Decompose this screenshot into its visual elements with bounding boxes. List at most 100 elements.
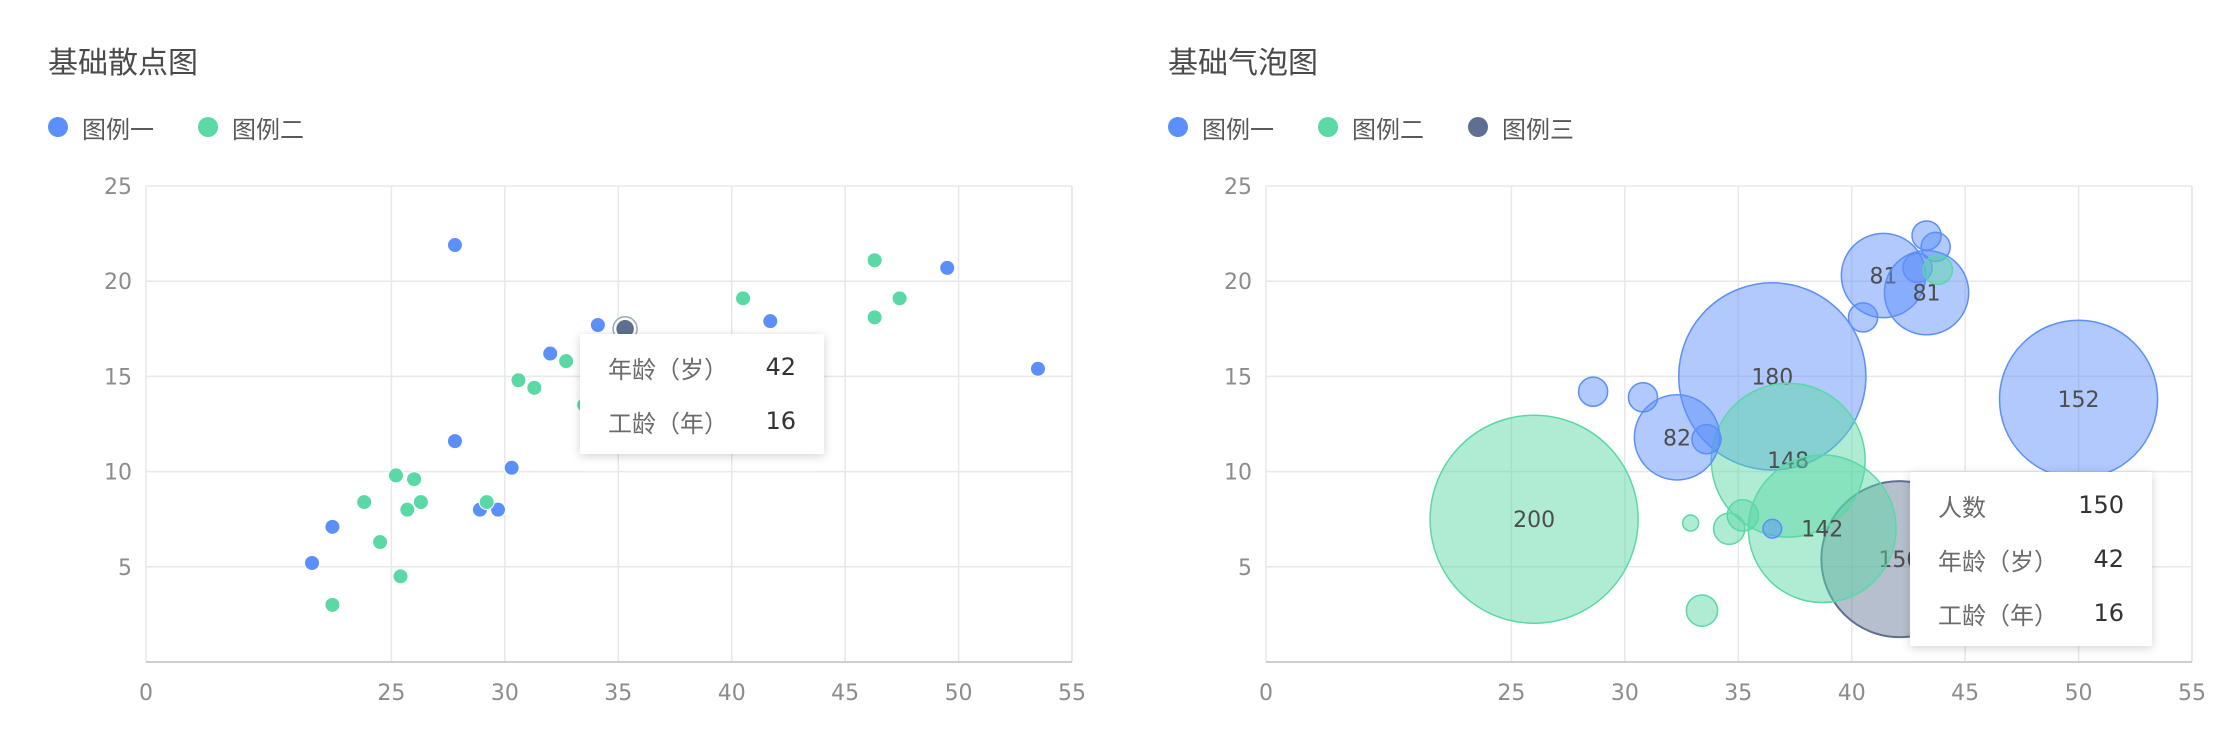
x-tick-label: 0 (139, 681, 153, 706)
scatter-legend: 图例一 图例二 (48, 110, 348, 144)
scatter-legend-item-1[interactable]: 图例一 (48, 110, 154, 145)
bubble-legend-item-1[interactable]: 图例一 (1168, 110, 1274, 145)
x-tick-label: 50 (2065, 681, 2093, 706)
bubble-panel: 基础气泡图 图例一 图例二 图例三 0 25 30 35 40 45 50 55 5 10 15 20… (1120, 0, 2240, 752)
bubble (1920, 231, 1951, 263)
y-tick-label: 15 (1224, 365, 1252, 390)
bubble-value-label: 81 (1913, 282, 1941, 307)
x-tick-label: 30 (1611, 681, 1639, 706)
tooltip-row: 工龄（年） 16 (608, 394, 796, 448)
tooltip-value: 42 (2093, 545, 2124, 573)
data-point (490, 501, 507, 518)
x-tick-label: 55 (2178, 681, 2206, 706)
bubble-value-label: 148 (1767, 449, 1809, 474)
data-point (324, 596, 341, 613)
x-tick-label: 35 (604, 681, 632, 706)
y-tick-label: 5 (1238, 556, 1252, 581)
data-point (356, 494, 373, 511)
data-point (526, 379, 543, 396)
tooltip-row: 年龄（岁） 42 (608, 340, 796, 394)
scatter-chart-title: 基础散点图 (48, 46, 198, 81)
tooltip-value: 16 (2093, 599, 2124, 627)
data-point (387, 467, 404, 484)
bubble (1840, 232, 1927, 319)
legend-marker-icon (198, 117, 218, 137)
bubble (1762, 518, 1783, 539)
data-point (412, 494, 429, 511)
bubble-layer: 200 180 152 150 148 142 82 81 81 (1429, 220, 2159, 639)
x-tick-label: 45 (831, 681, 859, 706)
tooltip-label: 工龄（年） (608, 409, 728, 438)
data-point (392, 568, 409, 585)
y-tick-label: 20 (104, 270, 132, 295)
data-point (542, 345, 559, 362)
bubble-value-label: 180 (1751, 365, 1793, 390)
bubble (1685, 594, 1719, 627)
data-point (866, 252, 883, 269)
bubble (1847, 302, 1879, 333)
data-point (510, 372, 527, 389)
y-tick-label: 15 (104, 365, 132, 390)
x-tick-label: 25 (1497, 681, 1525, 706)
tooltip-value: 150 (2078, 491, 2124, 519)
bubble-value-label: 82 (1663, 426, 1691, 451)
y-tick-label: 25 (104, 175, 132, 200)
x-tick-label: 25 (377, 681, 405, 706)
legend-label: 图例二 (232, 115, 304, 144)
x-tick-label: 40 (718, 681, 746, 706)
bubble-legend-item-2[interactable]: 图例二 (1318, 110, 1424, 145)
legend-label: 图例二 (1352, 115, 1424, 144)
data-point (558, 353, 575, 370)
bubble-value-label: 142 (1801, 518, 1843, 543)
bubble-value-label: 152 (2058, 388, 2100, 413)
x-tick-label: 40 (1838, 681, 1866, 706)
legend-marker-icon (1468, 117, 1488, 137)
bubble (1922, 254, 1954, 286)
scatter-tooltip: 年龄（岁） 42 工龄（年） 16 (580, 334, 824, 454)
bubble-value-label: 200 (1513, 508, 1555, 533)
scatter-legend-item-2[interactable]: 图例二 (198, 110, 304, 145)
tooltip-label: 年龄（岁） (608, 355, 728, 384)
data-point (324, 518, 341, 535)
scatter-panel: 基础散点图 图例一 图例二 0 25 30 35 40 45 50 55 5 10 15 20 25 年… (0, 0, 1120, 752)
y-tick-label: 10 (104, 461, 132, 486)
x-tick-label: 35 (1724, 681, 1752, 706)
bubble (1633, 393, 1721, 481)
bubble (1712, 512, 1746, 546)
data-point (939, 259, 956, 276)
bubble (1429, 414, 1639, 624)
data-point (446, 237, 463, 254)
data-point (446, 433, 463, 450)
tooltip-label: 人数 (1938, 493, 1986, 522)
bubble (1726, 499, 1760, 532)
bubble (1681, 514, 1700, 532)
y-tick-label: 25 (1224, 175, 1252, 200)
x-tick-label: 30 (491, 681, 519, 706)
tooltip-label: 工龄（年） (1938, 601, 2058, 630)
data-point (503, 459, 520, 476)
tooltip-value: 16 (765, 407, 796, 435)
bubble-value-label: 81 (1869, 264, 1897, 289)
bubble (1747, 454, 1897, 604)
x-tick-label: 50 (945, 681, 973, 706)
data-point (372, 534, 389, 551)
bubble (1677, 282, 1867, 471)
data-point (1029, 360, 1046, 377)
legend-label: 图例三 (1502, 115, 1574, 144)
y-tick-label: 10 (1224, 461, 1252, 486)
bubble-legend-item-3[interactable]: 图例三 (1468, 110, 1574, 145)
x-tick-label: 45 (1951, 681, 1979, 706)
y-tick-label: 20 (1224, 270, 1252, 295)
tooltip-row: 年龄（岁） 42 (1938, 532, 2124, 586)
bubble-plot-area[interactable]: 0 25 30 35 40 45 50 555101520252001801521501481… (1120, 0, 2240, 752)
tooltip-label: 年龄（岁） (1938, 547, 2058, 576)
data-point (762, 313, 779, 330)
tooltip-row: 人数 150 (1938, 478, 2124, 532)
tooltip-row: 工龄（年） 16 (1938, 586, 2124, 640)
data-point (399, 501, 416, 518)
data-point (735, 290, 752, 307)
x-tick-label: 55 (1058, 681, 1086, 706)
bubble-tooltip: 人数 150 年龄（岁） 42 工龄（年） 16 (1910, 472, 2152, 646)
